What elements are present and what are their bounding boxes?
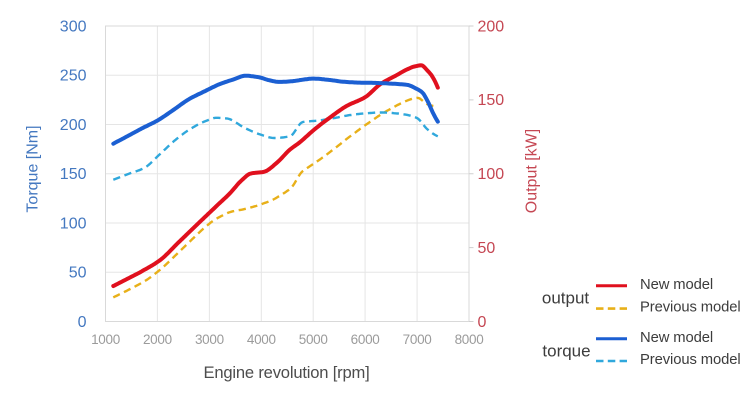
svg-text:4000: 4000 bbox=[247, 332, 276, 347]
svg-text:250: 250 bbox=[60, 68, 87, 85]
svg-text:3000: 3000 bbox=[195, 332, 224, 347]
svg-text:1000: 1000 bbox=[91, 332, 120, 347]
svg-text:50: 50 bbox=[69, 265, 87, 282]
svg-text:50: 50 bbox=[478, 240, 496, 257]
svg-text:Torque [Nm]: Torque [Nm] bbox=[25, 125, 42, 212]
svg-text:0: 0 bbox=[478, 314, 487, 331]
svg-text:150: 150 bbox=[60, 166, 87, 183]
svg-text:300: 300 bbox=[60, 18, 87, 35]
svg-text:7000: 7000 bbox=[403, 332, 432, 347]
svg-text:New model: New model bbox=[640, 277, 713, 293]
svg-text:0: 0 bbox=[78, 314, 87, 331]
svg-text:Output [kW]: Output [kW] bbox=[524, 129, 541, 213]
svg-text:200: 200 bbox=[478, 18, 505, 35]
svg-text:150: 150 bbox=[478, 92, 505, 109]
svg-text:torque: torque bbox=[542, 341, 590, 360]
svg-text:Previous model: Previous model bbox=[640, 352, 741, 368]
svg-text:Previous model: Previous model bbox=[640, 300, 741, 316]
svg-text:100: 100 bbox=[60, 215, 87, 232]
svg-text:2000: 2000 bbox=[143, 332, 172, 347]
svg-text:Engine revolution [rpm]: Engine revolution [rpm] bbox=[203, 363, 369, 382]
svg-text:200: 200 bbox=[60, 117, 87, 134]
svg-text:New model: New model bbox=[640, 330, 713, 346]
svg-text:output: output bbox=[542, 289, 590, 308]
svg-text:100: 100 bbox=[478, 166, 505, 183]
svg-text:5000: 5000 bbox=[299, 332, 328, 347]
svg-text:6000: 6000 bbox=[351, 332, 380, 347]
svg-text:8000: 8000 bbox=[455, 332, 484, 347]
